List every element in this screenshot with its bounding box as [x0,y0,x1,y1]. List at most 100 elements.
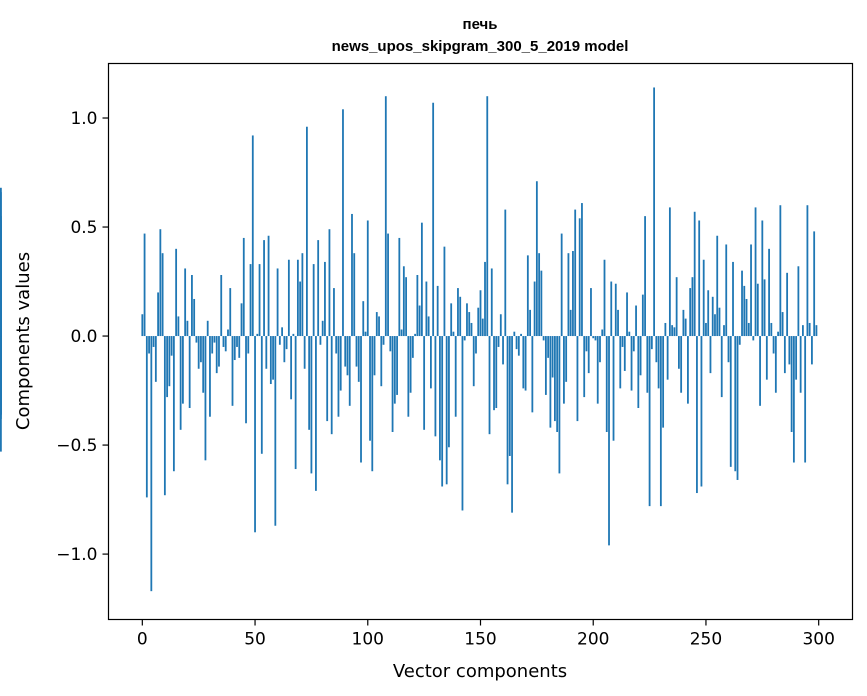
bar-272 [754,207,757,337]
bar-247 [698,220,701,337]
bar-99 [364,331,367,337]
bar-80 [321,320,324,337]
bar-225 [648,336,651,507]
bar-60 [276,268,279,337]
bar-195 [581,203,583,337]
bar-274 [759,336,761,406]
bar-256 [718,307,721,337]
bar-15 [175,248,178,337]
bar-242 [687,336,689,404]
bar-289 [792,336,795,463]
bar-74 [308,336,311,430]
bar-133 [441,336,444,487]
bar-87 [337,336,340,417]
bar-44 [240,303,243,337]
bar-149 [477,307,480,337]
bar-79 [319,336,322,345]
bar-2 [145,336,148,498]
bar-138 [452,331,455,337]
bar-257 [720,336,723,398]
bar-1 [143,233,146,337]
bar-19 [184,268,187,337]
bar-147 [472,336,475,387]
bar-154 [488,336,491,435]
bar-4 [150,336,153,592]
bar-129 [432,102,435,337]
bar-88 [339,336,342,391]
bar-36 [222,336,225,347]
bar-10 [163,336,166,496]
bar-49 [251,135,254,337]
bar-193 [576,336,579,422]
bar-158 [497,336,500,347]
bar-228 [655,336,658,363]
bar-63 [283,336,286,363]
bar-51 [256,333,259,337]
bar-134 [443,246,446,337]
bar-286 [786,272,789,337]
bar-221 [639,336,642,376]
bar-58 [272,336,274,380]
x-axis-label: Vector components [393,661,567,682]
bar-288 [790,336,793,432]
bar-290 [795,336,798,380]
bar-106 [380,336,383,387]
bar-267 [743,285,746,337]
bar-35 [220,275,223,337]
bar-294 [804,336,807,463]
bar-144 [466,303,468,337]
y-tick-label: −0.5 [56,436,97,456]
bars-group [0,87,818,592]
bar-48 [249,264,252,337]
bar-243 [689,288,692,337]
bar-55 [265,336,268,369]
bar-187 [563,336,565,404]
bar-196 [583,336,586,398]
bar-241 [684,318,687,337]
bar-78 [317,240,320,337]
bar-238 [678,336,680,369]
bar-151 [481,318,484,337]
bar-299 [815,325,818,337]
bar-114 [398,237,401,337]
bar-0 [141,314,144,337]
bar-57 [269,336,272,385]
bar-142 [461,336,464,511]
bar-276 [763,279,766,337]
bar-97 [360,336,362,463]
bar-91 [346,336,349,376]
bar-139 [454,336,457,417]
bar-66 [290,336,293,400]
bar-244 [691,277,694,337]
bar-266 [741,270,743,337]
bar-237 [675,277,678,337]
x-tick-label: 50 [244,630,266,650]
bar-295 [806,205,809,337]
bar-265 [738,336,741,345]
bar-168 [520,333,522,337]
bar-259 [725,244,728,337]
bar-239 [680,336,683,393]
bar-159 [499,314,502,337]
bar-98 [362,301,365,337]
bar-103 [373,336,376,376]
bar-46 [245,336,247,424]
bar-100 [366,220,369,337]
bar-275 [761,220,764,337]
bar-8 [159,229,162,337]
bar-246 [696,336,698,494]
bar-141 [459,296,462,337]
bar-16 [177,316,180,337]
bar-85 [333,288,335,337]
bar-70 [299,281,302,337]
bar-205 [603,259,606,337]
bar-120 [411,336,414,358]
bar-25 [197,336,200,369]
bar-263 [734,336,737,472]
bar-292 [799,336,802,393]
bar-209 [612,336,615,441]
bar-172 [529,309,531,337]
bar-93 [351,213,353,337]
bar-250 [705,322,707,337]
bar-145 [468,312,471,337]
